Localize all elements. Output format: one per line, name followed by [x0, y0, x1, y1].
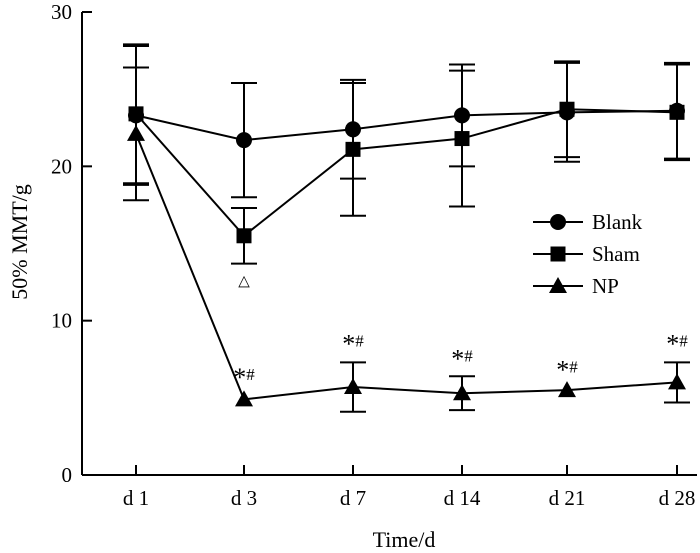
blank-data-point	[236, 132, 252, 149]
x-tick-label: d 3	[231, 486, 257, 510]
significance-label: *#	[556, 356, 578, 385]
sham-data-point	[128, 106, 144, 122]
sham-series-line	[135, 108, 678, 238]
np-data-point	[558, 381, 576, 398]
np-data-point	[235, 390, 253, 407]
legend: Blank Sham NP	[533, 210, 643, 298]
significance-label: △	[238, 274, 250, 290]
legend-marker-sham	[550, 246, 566, 262]
np-data-point	[453, 384, 471, 401]
y-tick-label: 10	[51, 309, 72, 333]
x-tick-label: d 28	[659, 486, 696, 510]
significance-label: *#	[666, 329, 688, 358]
significance-label: *#	[451, 345, 473, 374]
significance-label: *#	[342, 329, 364, 358]
y-axis-label: 50% MMT/g	[7, 184, 32, 300]
blank-data-point	[454, 107, 470, 124]
np-data-point	[668, 373, 686, 390]
legend-label-blank: Blank	[592, 210, 643, 234]
sham-data-point	[345, 141, 361, 157]
sham-data-point	[454, 131, 470, 147]
axes: 0 10 20 30 d 1 d 3 d 7 d 14 d 21 d 28	[51, 0, 697, 510]
blank-series-line	[135, 109, 678, 142]
y-tick-label: 0	[62, 463, 73, 487]
legend-label-sham: Sham	[592, 242, 640, 266]
blank-data-point	[345, 121, 361, 138]
legend-marker-np	[549, 277, 567, 293]
x-tick-label: d 7	[340, 486, 366, 510]
legend-label-np: NP	[592, 274, 619, 298]
np-data-point	[127, 124, 145, 141]
x-tick-label: d 21	[549, 486, 586, 510]
y-tick-label: 20	[51, 154, 72, 178]
legend-marker-blank	[550, 214, 566, 230]
x-axis-label: Time/d	[373, 527, 436, 552]
significance-label: *#	[233, 363, 255, 392]
significance-annotations: △ *# *# *# *# *#	[233, 274, 688, 393]
x-tick-label: d 1	[123, 486, 149, 510]
y-tick-label: 30	[51, 0, 72, 24]
np-data-point	[344, 378, 362, 395]
sham-data-point	[236, 228, 252, 244]
series-lines	[135, 108, 678, 401]
series-markers	[127, 101, 686, 407]
sham-data-point	[559, 101, 575, 117]
np-series-line	[135, 133, 678, 401]
sham-data-point	[669, 104, 685, 120]
x-tick-label: d 14	[444, 486, 481, 510]
